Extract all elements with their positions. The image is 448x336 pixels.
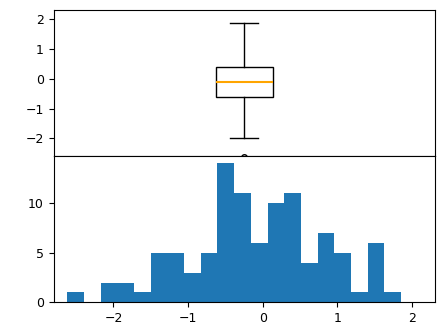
Bar — [184, 272, 201, 302]
Bar — [301, 263, 318, 302]
Bar — [368, 243, 384, 302]
PathPatch shape — [215, 67, 273, 97]
Bar — [201, 253, 217, 302]
Bar — [217, 163, 234, 302]
Bar — [351, 292, 368, 302]
Bar — [267, 203, 284, 302]
Bar — [67, 292, 84, 302]
Bar — [234, 193, 251, 302]
Bar — [318, 233, 334, 302]
Bar — [334, 253, 351, 302]
Bar — [384, 292, 401, 302]
Bar — [151, 253, 168, 302]
Bar — [117, 283, 134, 302]
Bar — [284, 193, 301, 302]
Bar — [168, 253, 184, 302]
Bar — [134, 292, 151, 302]
Bar — [251, 243, 267, 302]
Bar — [101, 283, 117, 302]
X-axis label: Boxplot with Histogram: Boxplot with Histogram — [155, 162, 334, 177]
